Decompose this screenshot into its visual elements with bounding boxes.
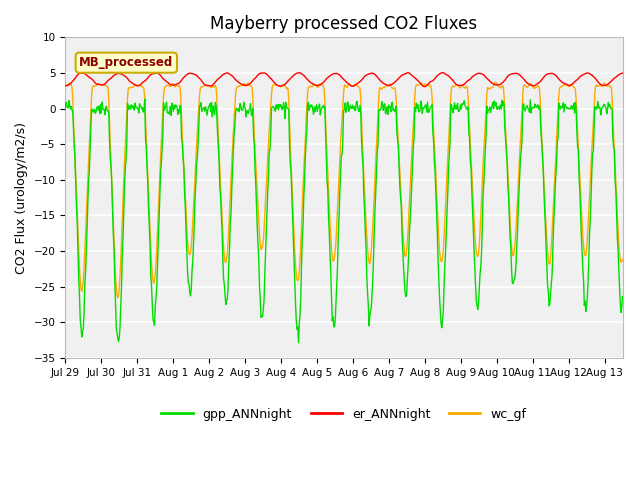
gpp_ANNnight	[141, 96, 148, 102]
er_ANNnight	[61, 83, 69, 89]
wc_gf	[300, 167, 308, 173]
gpp_ANNnight	[294, 340, 302, 346]
Title: Mayberry processed CO2 Fluxes: Mayberry processed CO2 Fluxes	[211, 15, 477, 33]
gpp_ANNnight	[619, 294, 627, 300]
gpp_ANNnight	[322, 128, 330, 134]
Text: MB_processed: MB_processed	[79, 56, 173, 69]
Line: er_ANNnight: er_ANNnight	[65, 72, 623, 86]
gpp_ANNnight	[463, 107, 470, 112]
er_ANNnight	[420, 84, 428, 89]
er_ANNnight	[64, 83, 72, 88]
gpp_ANNnight	[476, 271, 484, 276]
gpp_ANNnight	[140, 109, 147, 115]
er_ANNnight	[140, 79, 147, 85]
wc_gf	[114, 295, 122, 300]
er_ANNnight	[300, 72, 307, 78]
wc_gf	[462, 84, 470, 90]
wc_gf	[619, 257, 627, 263]
er_ANNnight	[619, 71, 627, 76]
er_ANNnight	[463, 79, 470, 84]
wc_gf	[492, 80, 500, 85]
gpp_ANNnight	[301, 178, 308, 183]
Legend: gpp_ANNnight, er_ANNnight, wc_gf: gpp_ANNnight, er_ANNnight, wc_gf	[156, 403, 531, 425]
gpp_ANNnight	[64, 105, 72, 110]
er_ANNnight	[438, 70, 446, 75]
gpp_ANNnight	[61, 107, 69, 113]
Line: gpp_ANNnight: gpp_ANNnight	[65, 99, 623, 343]
Y-axis label: CO2 Flux (urology/m2/s): CO2 Flux (urology/m2/s)	[15, 121, 28, 274]
Line: wc_gf: wc_gf	[65, 83, 623, 298]
wc_gf	[61, 83, 69, 89]
wc_gf	[476, 241, 483, 247]
er_ANNnight	[320, 79, 328, 84]
wc_gf	[64, 82, 72, 87]
wc_gf	[321, 97, 328, 103]
wc_gf	[140, 86, 148, 92]
er_ANNnight	[476, 71, 484, 76]
